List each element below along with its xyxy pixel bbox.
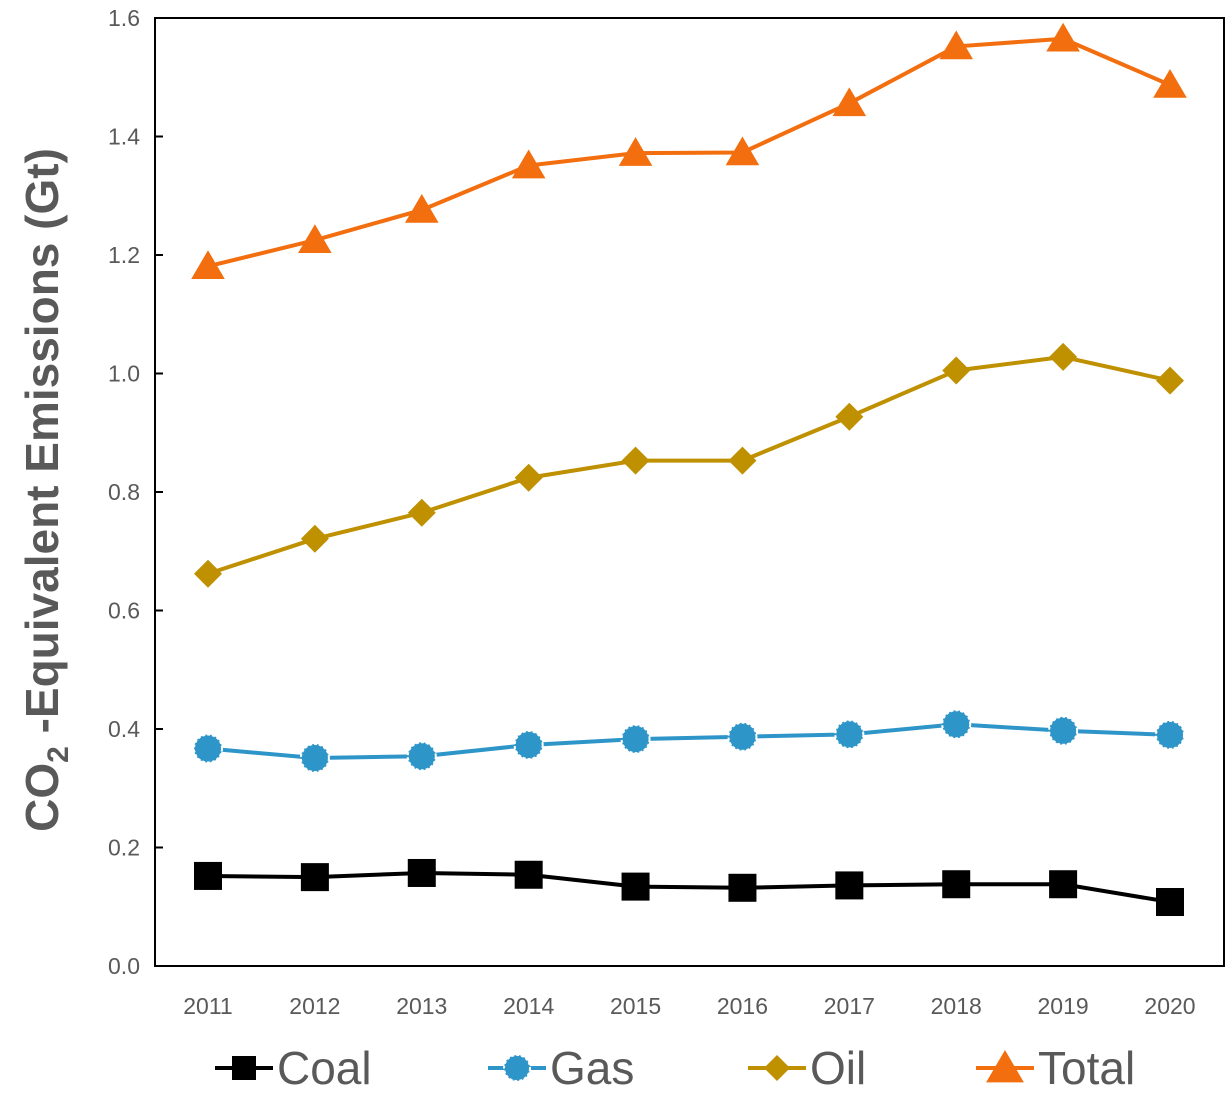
data-point-coal <box>835 871 864 900</box>
data-point-total <box>1153 68 1187 98</box>
data-point-oil <box>514 463 543 492</box>
y-tick-label: 0.4 <box>108 716 140 742</box>
data-point-coal <box>942 870 971 899</box>
data-point-coal <box>407 858 436 887</box>
legend-label: Total <box>1038 1042 1135 1093</box>
data-point-coal <box>1156 888 1184 917</box>
data-point-oil <box>407 498 436 527</box>
data-point-gas <box>513 729 544 760</box>
data-point-gas <box>620 724 651 755</box>
x-tick-label: 2018 <box>931 993 982 1019</box>
data-point-oil <box>835 402 864 431</box>
legend-marker <box>764 1055 790 1081</box>
series-line-gas <box>207 722 1171 761</box>
series-gas <box>193 709 1185 774</box>
data-point-total <box>511 149 546 179</box>
data-point-gas <box>406 741 437 772</box>
data-point-total <box>618 137 653 166</box>
data-point-total <box>832 87 867 117</box>
legend-item-coal: Coal <box>215 1042 372 1093</box>
plot-border <box>154 17 1225 967</box>
series-total <box>191 22 1187 280</box>
y-tick-label: 1.2 <box>108 242 140 268</box>
data-point-oil <box>621 446 650 475</box>
data-point-oil <box>300 524 329 553</box>
x-tick-label: 2020 <box>1144 993 1195 1019</box>
x-axis-ticks: 2011 2012 2013 2014 2015 2016 2017 2018 2019 2020 <box>183 993 1195 1019</box>
y-axis-title: CO2 -Equivalent Emissions (Gt) <box>16 148 75 832</box>
data-point-gas <box>941 709 972 740</box>
data-point-coal <box>300 863 329 892</box>
legend-label: Gas <box>550 1042 634 1093</box>
legend-label: Oil <box>810 1042 866 1093</box>
legend-item-gas: Gas <box>488 1042 634 1093</box>
data-point-oil <box>194 559 222 588</box>
data-point-coal <box>728 873 757 902</box>
series-oil <box>194 342 1184 588</box>
data-point-total <box>404 193 439 223</box>
y-tick-label: 0.2 <box>108 835 140 861</box>
plot-area <box>154 17 1225 967</box>
series-layer <box>191 22 1187 917</box>
y-axis-title-main: CO <box>16 763 68 832</box>
legend-marker <box>986 1050 1024 1083</box>
legend-marker <box>503 1054 531 1082</box>
y-axis-title-rest: -Equivalent Emissions (Gt) <box>16 148 68 746</box>
series-coal <box>194 858 1184 917</box>
series-line-coal <box>207 870 1171 904</box>
y-axis-title-subscript: 2 <box>42 746 75 763</box>
data-point-total <box>298 224 332 253</box>
data-point-oil <box>942 356 971 385</box>
svg-text:CO2 -Equivalent Emissions (G: CO2 -Equivalent Emissions (Gt) <box>16 148 75 832</box>
data-point-oil <box>1049 342 1078 371</box>
y-tick-label: 0.6 <box>108 598 140 624</box>
data-point-oil <box>1156 366 1184 395</box>
data-point-coal <box>514 860 543 889</box>
legend-item-oil: Oil <box>748 1042 866 1093</box>
data-point-coal <box>194 861 222 890</box>
data-point-total <box>1046 22 1080 52</box>
y-tick-label: 0.8 <box>108 479 140 505</box>
data-point-coal <box>621 872 650 901</box>
y-tick-label: 1.6 <box>108 5 140 31</box>
data-point-gas <box>299 743 330 774</box>
data-point-gas <box>193 733 223 764</box>
data-point-gas <box>834 719 865 750</box>
x-tick-label: 2017 <box>824 993 875 1019</box>
x-tick-label: 2013 <box>396 993 447 1019</box>
data-point-gas <box>1048 715 1079 746</box>
x-tick-label: 2015 <box>610 993 661 1019</box>
legend-item-total: Total <box>976 1042 1135 1093</box>
legend: Coal Gas Oil Total <box>215 1042 1135 1093</box>
data-point-total <box>191 250 225 280</box>
x-tick-label: 2011 <box>183 993 232 1019</box>
legend-label: Coal <box>277 1042 372 1093</box>
data-point-total <box>725 136 760 166</box>
legend-marker <box>232 1056 256 1080</box>
data-point-total <box>939 30 974 60</box>
x-tick-label: 2012 <box>289 993 340 1019</box>
data-point-gas <box>1155 719 1185 750</box>
x-tick-label: 2014 <box>503 993 554 1019</box>
y-tick-label: 1.4 <box>108 124 140 150</box>
data-point-oil <box>728 446 757 475</box>
x-tick-label: 2016 <box>717 993 768 1019</box>
y-tick-label: 1.0 <box>108 361 140 387</box>
series-line-oil <box>207 354 1171 576</box>
x-tick-label: 2019 <box>1038 993 1089 1019</box>
series-line-total <box>207 36 1171 269</box>
y-axis-ticks: 0.0 0.2 0.4 0.6 0.8 1.0 1.2 1.4 1.6 <box>108 5 163 979</box>
data-point-gas <box>727 721 758 752</box>
data-point-coal <box>1049 870 1078 899</box>
y-tick-label: 0.0 <box>108 953 140 979</box>
